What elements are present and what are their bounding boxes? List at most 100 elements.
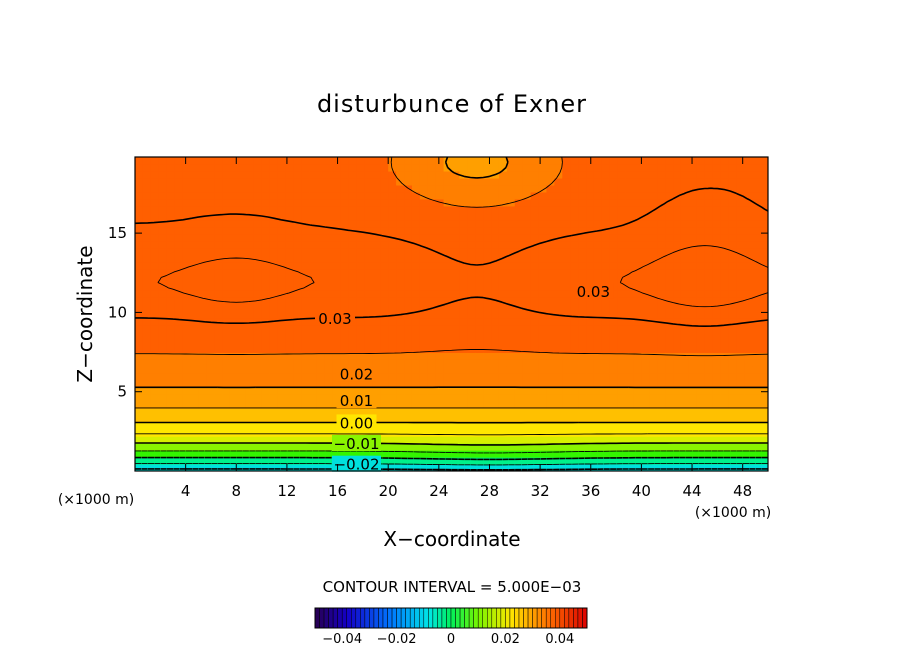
contour-band-cell — [696, 212, 706, 221]
contour-band-cell — [696, 268, 706, 277]
contour-band-cell — [586, 366, 595, 374]
contour-band-cell — [229, 247, 239, 256]
contour-band-cell — [158, 401, 168, 409]
contour-band-cell — [491, 226, 500, 235]
contour-label-background — [332, 455, 381, 472]
contour-band-cell — [309, 177, 318, 186]
contour-band-cell — [443, 380, 453, 388]
contour-band-cell — [617, 170, 627, 179]
contour-band-cell — [190, 338, 199, 346]
contour-band-cell — [316, 170, 326, 179]
contour-band-cell — [665, 303, 674, 312]
contour-band-cell — [554, 352, 563, 360]
contour-band-cell — [506, 303, 516, 312]
contour-band-cell — [411, 401, 421, 409]
contour-band-cell — [530, 429, 540, 437]
colorbar-cell — [341, 607, 347, 629]
contour-band-cell — [546, 408, 555, 416]
contour-band-cell — [404, 177, 413, 186]
contour-band-cell — [649, 464, 658, 471]
contour-band-cell — [649, 443, 658, 451]
contour-band-cell — [245, 275, 255, 284]
contour-band-cell — [562, 310, 571, 319]
contour-band-cell — [633, 303, 642, 312]
contour-band-cell — [617, 163, 627, 172]
contour-band-cell — [554, 310, 563, 319]
contour-band-cell — [340, 408, 350, 416]
contour-band-cell — [570, 359, 579, 367]
contour-band-cell — [253, 191, 263, 200]
contour-band-cell — [467, 359, 476, 367]
contour-band-cell — [388, 275, 397, 284]
contour-band-cell — [593, 359, 603, 367]
contour-band-cell — [562, 422, 571, 430]
contour-band-cell — [396, 219, 405, 228]
contour-band-cell — [562, 289, 571, 298]
contour-band-cell — [166, 212, 176, 221]
contour-band-cell — [459, 366, 468, 374]
contour-band-cell — [617, 296, 627, 305]
contour-band-cell — [498, 310, 508, 319]
contour-band-cell — [372, 296, 381, 305]
contour-band-cell — [498, 240, 508, 249]
contour-band-cell — [206, 282, 215, 291]
contour-band-cell — [324, 226, 334, 235]
contour-band-cell — [641, 366, 650, 374]
contour-band-cell — [443, 429, 453, 437]
contour-band-cell — [649, 387, 658, 395]
contour-band-cell — [562, 359, 571, 367]
contour-band-cell — [491, 198, 500, 207]
contour-band-cell — [498, 205, 508, 214]
colorbar-cell — [332, 607, 338, 629]
contour-band-cell — [142, 415, 152, 423]
contour-band-cell — [760, 450, 768, 458]
contour-band-cell — [253, 254, 263, 263]
contour-band-cell — [483, 310, 492, 319]
contour-band-cell — [451, 464, 461, 471]
contour-band-cell — [633, 191, 642, 200]
contour-band-cell — [237, 212, 247, 221]
contour-band-cell — [174, 226, 184, 235]
contour-band-cell — [214, 359, 223, 367]
contour-band-cell — [261, 352, 271, 360]
contour-band-cell — [158, 261, 168, 270]
contour-band-cell — [451, 226, 461, 235]
contour-band-cell — [150, 443, 160, 451]
contour-band-cell — [593, 366, 603, 374]
contour-band-cell — [578, 373, 587, 381]
contour-band-cell — [467, 282, 476, 291]
contour-band-cell — [309, 457, 318, 465]
contour-band-cell — [562, 184, 571, 193]
contour-band-cell — [222, 457, 231, 465]
contour-band-cell — [720, 261, 730, 270]
contour-band-cell — [190, 157, 199, 165]
contour-band-cell — [633, 268, 642, 277]
contour-band-cell — [388, 226, 397, 235]
contour-band-cell — [198, 261, 207, 270]
contour-band-cell — [554, 254, 563, 263]
contour-band-cell — [348, 380, 358, 388]
contour-band-cell — [166, 177, 176, 186]
contour-band-cell — [206, 303, 215, 312]
contour-band-cell — [198, 296, 207, 305]
contour-band-cell — [269, 303, 279, 312]
contour-band-cell — [135, 205, 144, 214]
contour-band-cell — [538, 303, 548, 312]
contour-band-cell — [142, 296, 152, 305]
contour-band-cell — [720, 282, 730, 291]
contour-band-cell — [736, 338, 745, 346]
contour-band-cell — [396, 275, 405, 284]
contour-band-cell — [696, 429, 706, 437]
contour-band-cell — [483, 373, 492, 381]
contour-band-cell — [665, 191, 674, 200]
contour-band-cell — [174, 317, 184, 326]
contour-band-cell — [554, 191, 563, 200]
contour-band-cell — [443, 198, 453, 207]
contour-band-cell — [633, 184, 642, 193]
contour-band-cell — [206, 457, 215, 465]
contour-band-cell — [427, 450, 437, 458]
contour-band-cell — [158, 450, 168, 458]
contour-band-cell — [388, 422, 397, 430]
contour-band-cell — [427, 324, 437, 333]
contour-band-cell — [467, 317, 476, 326]
